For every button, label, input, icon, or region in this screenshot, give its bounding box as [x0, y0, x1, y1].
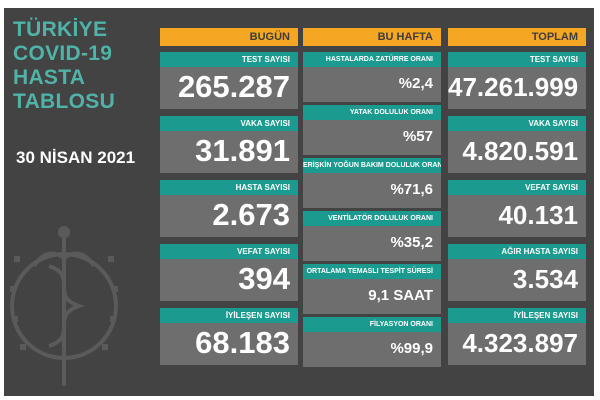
week-icu-occupancy-card: ERİŞKİN YOĞUN BAKIM DOLULUK ORANI %71,6 — [303, 158, 441, 208]
stat-label: TEST SAYISI — [448, 52, 586, 67]
health-ministry-emblem-icon — [10, 226, 118, 386]
week-pneumonia-card: HASTALARDA ZATÜRRE ORANI %2,4 — [303, 52, 441, 102]
stat-label: VEFAT SAYISI — [448, 180, 586, 195]
stat-label: VEFAT SAYISI — [160, 244, 298, 259]
stat-value: %71,6 — [303, 173, 441, 208]
today-case-card: VAKA SAYISI 31.891 — [160, 116, 298, 173]
stat-value: %99,9 — [303, 332, 441, 367]
stat-label: VAKA SAYISI — [160, 116, 298, 131]
stat-label: YATAK DOLULUK ORANI — [303, 105, 441, 120]
stat-label: AĞIR HASTA SAYISI — [448, 244, 586, 259]
today-test-card: TEST SAYISI 265.287 — [160, 52, 298, 109]
stat-value: 265.287 — [160, 67, 298, 109]
stat-label: HASTA SAYISI — [160, 180, 298, 195]
title-line: TABLOSU — [13, 90, 116, 113]
today-death-card: VEFAT SAYISI 394 — [160, 244, 298, 301]
title-line: HASTA — [13, 66, 86, 89]
total-test-card: TEST SAYISI 47.261.999 — [448, 52, 586, 109]
stat-value: 4.820.591 — [448, 131, 586, 173]
stat-label: ORTALAMA TEMASLI TESPİT SÜRESİ — [303, 264, 441, 279]
stat-value: %2,4 — [303, 67, 441, 102]
stat-value: 47.261.999 — [448, 67, 586, 109]
stat-label: VAKA SAYISI — [448, 116, 586, 131]
stat-value: 2.673 — [160, 195, 298, 237]
stat-value: 31.891 — [160, 131, 298, 173]
total-death-card: VEFAT SAYISI 40.131 — [448, 180, 586, 237]
stat-label: İYİLEŞEN SAYISI — [448, 308, 586, 323]
stat-label: TEST SAYISI — [160, 52, 298, 67]
total-severe-card: AĞIR HASTA SAYISI 3.534 — [448, 244, 586, 301]
title-line: TÜRKİYE — [13, 18, 108, 41]
stat-value: 3.534 — [448, 259, 586, 301]
stat-value: 68.183 — [160, 323, 298, 365]
page-title: TÜRKİYE COVID-19 HASTA TABLOSU — [13, 18, 115, 114]
total-case-card: VAKA SAYISI 4.820.591 — [448, 116, 586, 173]
total-recovered-card: İYİLEŞEN SAYISI 4.323.897 — [448, 308, 586, 365]
stat-value: %35,2 — [303, 226, 441, 261]
stat-label: VENTİLATÖR DOLULUK ORANI — [303, 211, 441, 226]
stat-label: HASTALARDA ZATÜRRE ORANI — [303, 52, 441, 67]
column-header-total: TOPLAM — [448, 28, 586, 46]
stat-value: 9,1 SAAT — [303, 279, 441, 314]
report-date: 30 NİSAN 2021 — [16, 148, 136, 167]
stat-label: ERİŞKİN YOĞUN BAKIM DOLULUK ORANI — [303, 158, 441, 173]
week-ventilator-card: VENTİLATÖR DOLULUK ORANI %35,2 — [303, 211, 441, 261]
stat-value: 394 — [160, 259, 298, 301]
stat-value: 4.323.897 — [448, 323, 586, 365]
stat-value: 40.131 — [448, 195, 586, 237]
stat-label: FİLYASYON ORANI — [303, 317, 441, 332]
column-header-today: BUGÜN — [160, 28, 298, 46]
week-filiation-card: FİLYASYON ORANI %99,9 — [303, 317, 441, 367]
column-header-week: BU HAFTA — [303, 28, 441, 46]
week-bed-occupancy-card: YATAK DOLULUK ORANI %57 — [303, 105, 441, 155]
week-contact-time-card: ORTALAMA TEMASLI TESPİT SÜRESİ 9,1 SAAT — [303, 264, 441, 314]
today-recovered-card: İYİLEŞEN SAYISI 68.183 — [160, 308, 298, 365]
today-patient-card: HASTA SAYISI 2.673 — [160, 180, 298, 237]
stat-label: İYİLEŞEN SAYISI — [160, 308, 298, 323]
stat-value: %57 — [303, 120, 441, 155]
title-line: COVID-19 — [13, 42, 113, 65]
